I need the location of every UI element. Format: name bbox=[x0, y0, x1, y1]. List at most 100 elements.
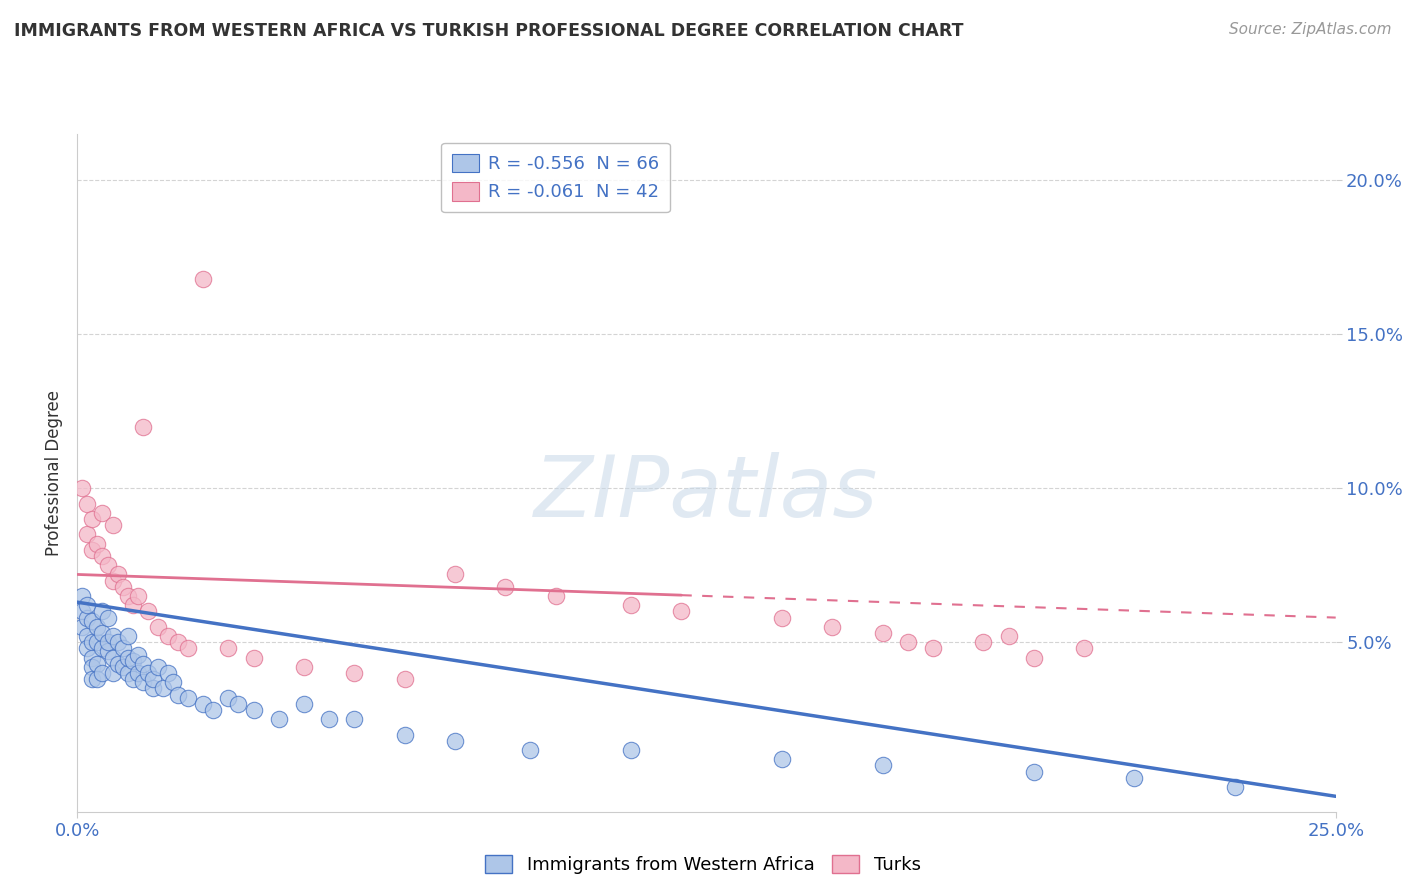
Point bbox=[821, 620, 844, 634]
Text: ZIPatlas: ZIPatlas bbox=[534, 451, 879, 534]
Point bbox=[91, 506, 114, 520]
Point bbox=[91, 549, 114, 563]
Text: IMMIGRANTS FROM WESTERN AFRICA VS TURKISH PROFESSIONAL DEGREE CORRELATION CHART: IMMIGRANTS FROM WESTERN AFRICA VS TURKIS… bbox=[14, 22, 963, 40]
Point bbox=[142, 672, 165, 686]
Point bbox=[620, 599, 643, 613]
Point bbox=[343, 712, 366, 726]
Point bbox=[1073, 641, 1095, 656]
Point bbox=[82, 542, 104, 557]
Point bbox=[117, 629, 139, 643]
Point bbox=[972, 635, 994, 649]
Point bbox=[101, 574, 124, 588]
Point bbox=[1022, 764, 1045, 779]
Point bbox=[121, 654, 143, 668]
Point bbox=[127, 589, 149, 603]
Point bbox=[156, 666, 179, 681]
Point bbox=[96, 635, 118, 649]
Point bbox=[872, 758, 894, 772]
Point bbox=[242, 703, 264, 717]
Point bbox=[82, 672, 104, 686]
Point bbox=[217, 641, 239, 656]
Point bbox=[101, 650, 124, 665]
Point bbox=[922, 641, 945, 656]
Point bbox=[671, 604, 693, 618]
Point bbox=[620, 743, 643, 757]
Point bbox=[146, 660, 169, 674]
Point bbox=[444, 734, 467, 748]
Point bbox=[136, 666, 159, 681]
Point bbox=[76, 629, 98, 643]
Point bbox=[394, 728, 416, 742]
Point bbox=[127, 666, 149, 681]
Point bbox=[96, 644, 118, 658]
Point bbox=[152, 681, 174, 696]
Point bbox=[132, 657, 155, 671]
Point bbox=[142, 681, 165, 696]
Point bbox=[72, 481, 94, 495]
Point bbox=[292, 660, 315, 674]
Point bbox=[72, 604, 94, 618]
Point bbox=[519, 743, 541, 757]
Point bbox=[91, 626, 114, 640]
Legend: R = -0.556  N = 66, R = -0.061  N = 42: R = -0.556 N = 66, R = -0.061 N = 42 bbox=[441, 143, 671, 212]
Point bbox=[444, 567, 467, 582]
Point bbox=[167, 688, 190, 702]
Point bbox=[177, 641, 200, 656]
Point bbox=[897, 635, 920, 649]
Point bbox=[1123, 771, 1146, 785]
Point bbox=[107, 567, 129, 582]
Y-axis label: Professional Degree: Professional Degree bbox=[45, 390, 63, 556]
Point bbox=[136, 604, 159, 618]
Point bbox=[91, 666, 114, 681]
Point bbox=[318, 712, 340, 726]
Point bbox=[191, 271, 215, 285]
Point bbox=[76, 527, 98, 541]
Point bbox=[101, 666, 124, 681]
Point bbox=[202, 703, 225, 717]
Point bbox=[91, 604, 114, 618]
Point bbox=[177, 690, 200, 705]
Point bbox=[872, 626, 894, 640]
Point bbox=[544, 589, 567, 603]
Point bbox=[86, 657, 108, 671]
Point bbox=[292, 697, 315, 711]
Point bbox=[997, 629, 1019, 643]
Point bbox=[117, 666, 139, 681]
Point bbox=[82, 512, 104, 526]
Point bbox=[242, 650, 264, 665]
Point bbox=[82, 614, 104, 628]
Point bbox=[121, 672, 143, 686]
Legend: Immigrants from Western Africa, Turks: Immigrants from Western Africa, Turks bbox=[478, 847, 928, 881]
Point bbox=[76, 610, 98, 624]
Point bbox=[91, 641, 114, 656]
Point bbox=[394, 672, 416, 686]
Point bbox=[1223, 780, 1246, 794]
Point bbox=[162, 675, 184, 690]
Point bbox=[86, 536, 108, 550]
Point bbox=[82, 650, 104, 665]
Point bbox=[217, 690, 239, 705]
Point bbox=[96, 610, 118, 624]
Point bbox=[82, 660, 104, 674]
Point bbox=[101, 518, 124, 533]
Point bbox=[117, 650, 139, 665]
Point bbox=[127, 648, 149, 662]
Point bbox=[146, 620, 169, 634]
Point bbox=[770, 752, 793, 766]
Point bbox=[117, 589, 139, 603]
Point bbox=[76, 599, 98, 613]
Point bbox=[267, 712, 290, 726]
Point bbox=[96, 558, 118, 573]
Point bbox=[111, 641, 134, 656]
Point bbox=[76, 497, 98, 511]
Point bbox=[72, 589, 94, 603]
Point bbox=[107, 635, 129, 649]
Point bbox=[156, 629, 179, 643]
Point bbox=[167, 635, 190, 649]
Point bbox=[82, 635, 104, 649]
Point bbox=[494, 580, 516, 594]
Point bbox=[107, 657, 129, 671]
Point bbox=[343, 666, 366, 681]
Point bbox=[228, 697, 250, 711]
Text: Source: ZipAtlas.com: Source: ZipAtlas.com bbox=[1229, 22, 1392, 37]
